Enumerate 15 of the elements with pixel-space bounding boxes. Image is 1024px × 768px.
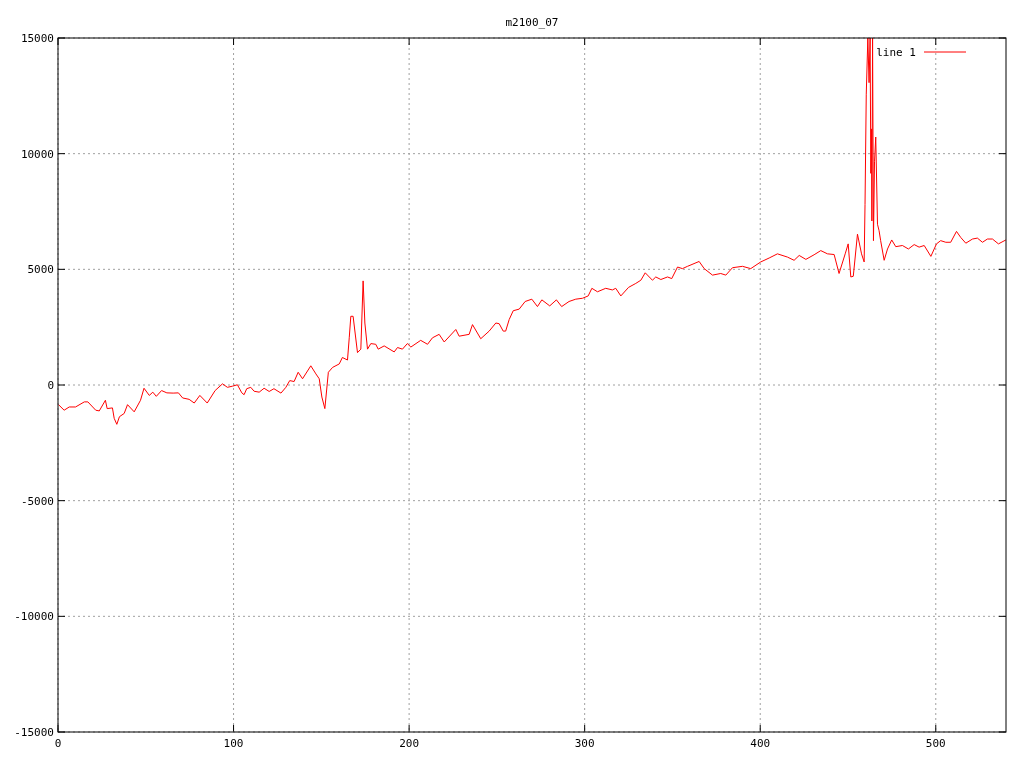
y-tick-label: 5000 bbox=[27, 263, 54, 277]
y-tick-label: -10000 bbox=[14, 610, 54, 624]
y-tick-label: 0 bbox=[47, 379, 54, 392]
x-tick-label: 300 bbox=[574, 737, 595, 750]
y-tick-label: 10000 bbox=[20, 147, 54, 161]
x-tick-label: 100 bbox=[223, 737, 244, 750]
x-tick-label: 0 bbox=[54, 737, 62, 750]
y-tick-label: 15000 bbox=[20, 32, 54, 45]
chart-title: m2100_07 bbox=[505, 16, 559, 29]
y-tick-label: -5000 bbox=[20, 494, 54, 508]
x-tick-label: 200 bbox=[399, 737, 420, 750]
x-tick-label: 500 bbox=[925, 737, 946, 750]
y-tick-label: -15000 bbox=[14, 726, 54, 739]
legend-label: line 1 bbox=[876, 46, 916, 59]
x-tick-label: 400 bbox=[750, 737, 771, 750]
